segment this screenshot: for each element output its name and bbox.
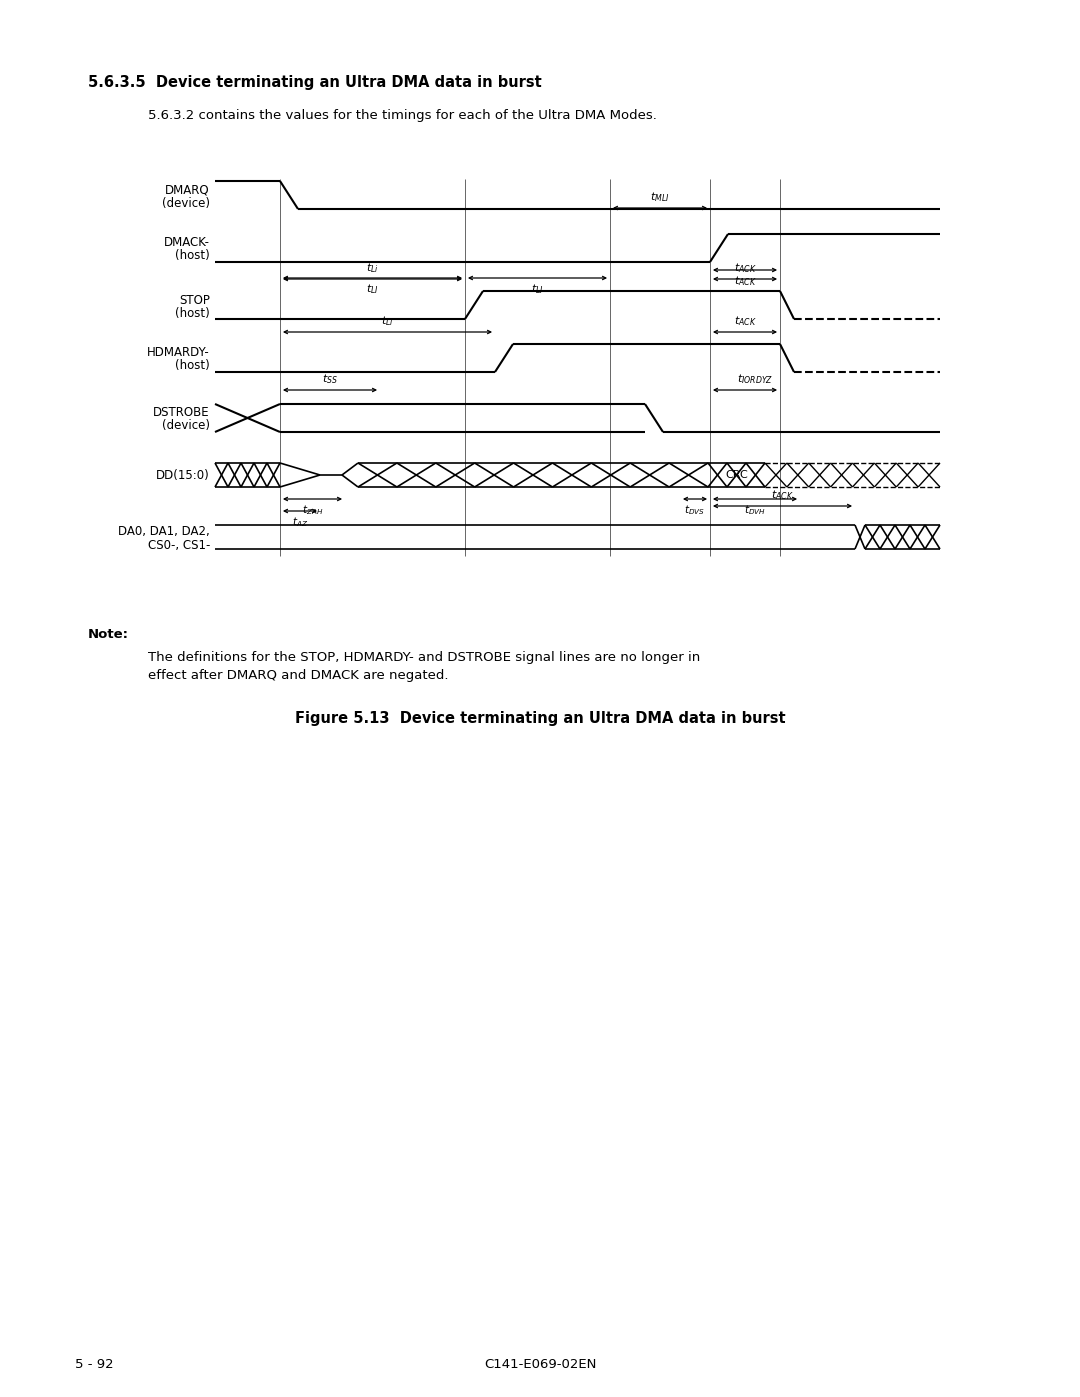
Text: (host): (host) (175, 359, 210, 373)
Text: HDMARDY-: HDMARDY- (147, 346, 210, 359)
Text: $t_{SS}$: $t_{SS}$ (322, 372, 338, 386)
Text: 5.6.3.2 contains the values for the timings for each of the Ultra DMA Modes.: 5.6.3.2 contains the values for the timi… (148, 109, 657, 122)
Text: CRC: CRC (725, 469, 747, 481)
Text: DMARQ: DMARQ (165, 183, 210, 197)
Text: effect after DMARQ and DMACK are negated.: effect after DMARQ and DMACK are negated… (148, 669, 448, 682)
Text: $t_{LI}$: $t_{LI}$ (366, 282, 379, 296)
Text: DD(15:0): DD(15:0) (157, 468, 210, 482)
Text: 5 - 92: 5 - 92 (75, 1358, 113, 1372)
Text: The definitions for the STOP, HDMARDY- and DSTROBE signal lines are no longer in: The definitions for the STOP, HDMARDY- a… (148, 651, 700, 665)
Text: 5.6.3.5  Device terminating an Ultra DMA data in burst: 5.6.3.5 Device terminating an Ultra DMA … (87, 74, 542, 89)
Text: Note:: Note: (87, 629, 129, 641)
Text: $t_{ACK}$: $t_{ACK}$ (733, 261, 756, 275)
Text: $t_{DVS}$: $t_{DVS}$ (685, 503, 705, 517)
Text: $t_{ZAH}$: $t_{ZAH}$ (302, 503, 323, 517)
Text: DMACK-: DMACK- (164, 236, 210, 250)
Text: (host): (host) (175, 306, 210, 320)
Text: $t_{LI}$: $t_{LI}$ (531, 282, 544, 296)
Text: DSTROBE: DSTROBE (153, 407, 210, 419)
Text: CS0-, CS1-: CS0-, CS1- (148, 538, 210, 552)
Text: $t_{DVH}$: $t_{DVH}$ (744, 503, 766, 517)
Text: DA0, DA1, DA2,: DA0, DA1, DA2, (118, 525, 210, 538)
Text: $t_{AZ}$: $t_{AZ}$ (292, 515, 308, 529)
Text: (host): (host) (175, 250, 210, 263)
Text: $t_{ACK}$: $t_{ACK}$ (771, 488, 794, 502)
Text: $t_{ACK}$: $t_{ACK}$ (733, 314, 756, 328)
Text: $t_{MLI}$: $t_{MLI}$ (650, 190, 670, 204)
Text: (device): (device) (162, 197, 210, 210)
Text: $t_{Li}$: $t_{Li}$ (366, 261, 379, 275)
Text: STOP: STOP (179, 293, 210, 306)
Text: Figure 5.13  Device terminating an Ultra DMA data in burst: Figure 5.13 Device terminating an Ultra … (295, 711, 785, 725)
Text: (device): (device) (162, 419, 210, 433)
Text: $t_{IORDYZ}$: $t_{IORDYZ}$ (737, 372, 773, 386)
Text: C141-E069-02EN: C141-E069-02EN (484, 1358, 596, 1372)
Text: $t_{ACK}$: $t_{ACK}$ (733, 274, 756, 288)
Text: $t_{Li}$: $t_{Li}$ (381, 314, 394, 328)
